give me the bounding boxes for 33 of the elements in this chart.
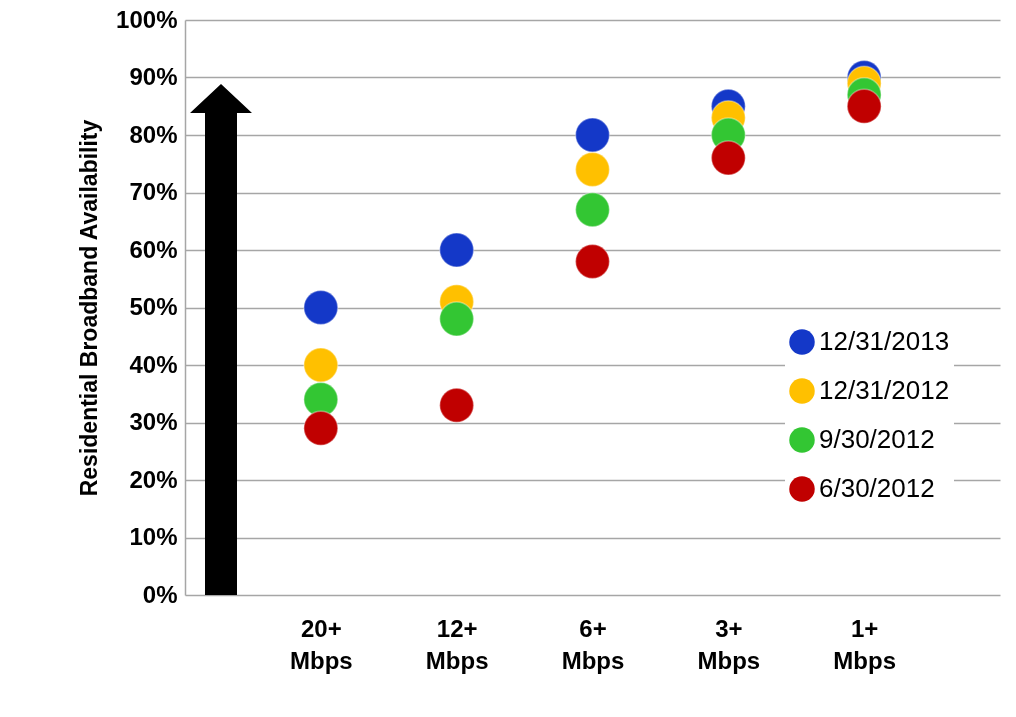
point xyxy=(574,151,611,188)
x-tick-label: 1+ Mbps xyxy=(833,614,896,674)
point xyxy=(574,192,611,228)
point xyxy=(710,140,747,176)
legend-label: 12/31/2012 xyxy=(819,375,950,405)
y-tick-label: 100% xyxy=(116,5,178,33)
y-tick-label: 90% xyxy=(129,63,178,90)
point xyxy=(846,88,882,124)
point xyxy=(438,387,475,423)
x-tick-label: 12+ Mbps xyxy=(425,614,489,674)
point xyxy=(438,232,475,268)
point xyxy=(574,117,611,153)
y-tick-label: 10% xyxy=(129,523,178,550)
y-tick-label: 0% xyxy=(142,580,178,608)
y-tick-label: 50% xyxy=(129,293,178,320)
y-tick-label: 60% xyxy=(129,235,178,263)
y-axis-title: Residential Broadband Availability xyxy=(76,119,103,497)
y-tick-label: 30% xyxy=(129,408,178,435)
x-tick-label: 20+ Mbps xyxy=(290,614,353,674)
legend-label: 6/30/2012 xyxy=(819,473,935,503)
point xyxy=(303,410,339,446)
legend-label: 9/30/2012 xyxy=(819,424,935,454)
point xyxy=(303,289,339,326)
y-tick-label: 20% xyxy=(129,465,178,493)
point xyxy=(574,243,611,280)
x-tick-label: 6+ Mbps xyxy=(561,614,625,674)
y-tick-label: 40% xyxy=(129,350,178,378)
x-tick-label: 3+ Mbps xyxy=(697,614,761,674)
point xyxy=(438,301,475,337)
point xyxy=(303,347,339,383)
y-tick-label: 70% xyxy=(129,178,178,205)
legend-label: 12/31/2013 xyxy=(819,326,950,356)
y-tick-label: 80% xyxy=(129,120,178,148)
